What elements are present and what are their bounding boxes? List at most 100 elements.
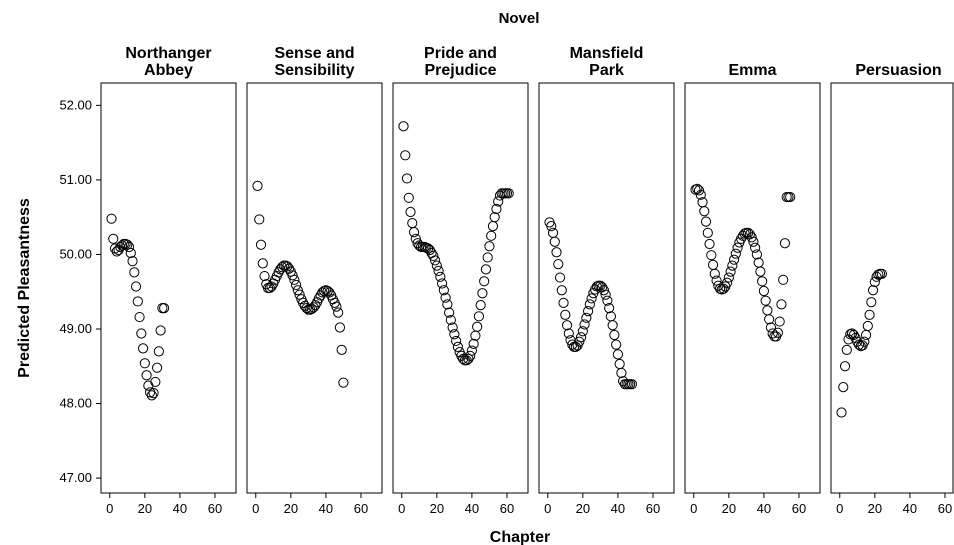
data-point [106,213,117,224]
data-point [466,345,477,356]
panel-title: Sensibility [274,62,354,79]
data-point [751,249,762,260]
data-point [776,299,787,310]
data-point [266,281,277,292]
data-point [324,287,335,298]
data-point [618,376,629,387]
x-axis-title: Chapter [490,529,550,545]
data-point [876,268,887,279]
data-point [706,250,717,261]
data-point [475,300,486,311]
data-point [424,244,435,256]
panel-frame [830,82,954,494]
data-point [558,297,569,309]
data-point [282,261,293,272]
y-tick-label: 48.00 [59,396,92,411]
data-point [779,238,791,249]
data-point [400,150,411,161]
data-point [575,332,587,343]
data-point [108,233,119,244]
data-point [753,257,764,268]
data-point [616,367,627,379]
data-point [486,230,497,241]
data-point [484,241,495,252]
data-point [405,206,416,218]
data-point [292,285,303,296]
data-point [727,260,738,271]
data-point [600,289,611,300]
data-point [306,303,317,314]
y-tick-label: 52.00 [59,97,92,112]
data-point [451,335,462,347]
data-point [730,248,741,259]
panel-frame [392,82,529,494]
data-point [607,320,618,331]
data-point [862,320,873,332]
data-point [561,320,573,331]
data-point [148,388,159,399]
data-point [120,238,131,250]
data-point [736,233,747,244]
data-point [152,362,163,373]
data-point [866,297,877,308]
data-point [320,285,331,296]
data-point [137,343,149,354]
data-point [845,329,856,340]
data-point [153,346,164,357]
y-tick-label: 47.00 [59,470,92,485]
data-point [491,203,502,215]
data-point [546,221,557,232]
data-point [449,329,460,340]
data-point [308,302,319,313]
data-point [436,278,448,289]
data-point [577,326,588,337]
data-point [290,279,302,291]
data-point [700,216,712,227]
data-point [836,407,847,418]
data-point [273,267,284,278]
panel-frame [246,82,383,494]
data-point [772,327,784,338]
data-point [472,321,483,332]
y-axis: 47.00 48.00 49.00 50.00 51.00 52.00 [59,83,102,493]
panel-title: Persuasion [855,62,941,79]
x-tick-label: 0 [252,501,259,516]
data-point [699,206,710,217]
data-point [338,377,349,388]
data-point [579,319,590,330]
data-point [609,329,620,341]
data-point [556,285,567,296]
panel-frame [538,82,675,494]
data-point [838,382,849,393]
data-point [421,242,432,253]
x-tick-label: 60 [646,501,660,516]
data-point [767,328,778,339]
x-tick-label: 60 [792,501,806,516]
data-point [567,339,578,350]
data-point [604,303,615,314]
panel: Emma 0 20 40 60 [684,62,821,516]
panel-title: Emma [728,62,776,79]
data-point [605,311,616,322]
data-point [482,252,493,263]
data-point [257,258,268,269]
data-point [707,259,719,270]
data-point [403,192,414,203]
y-tick-label: 51.00 [59,172,92,187]
data-point [859,336,870,347]
data-point [123,241,135,253]
data-point [860,329,872,341]
data-point [713,280,724,291]
panel-title: Pride and [424,45,497,62]
data-point [709,268,720,279]
data-point [125,247,136,259]
data-point [560,309,571,320]
data-point [695,189,706,200]
data-point [725,266,736,277]
data-point [255,239,267,250]
x-tick-label: 60 [208,501,222,516]
x-tick-label: 20 [868,501,882,516]
